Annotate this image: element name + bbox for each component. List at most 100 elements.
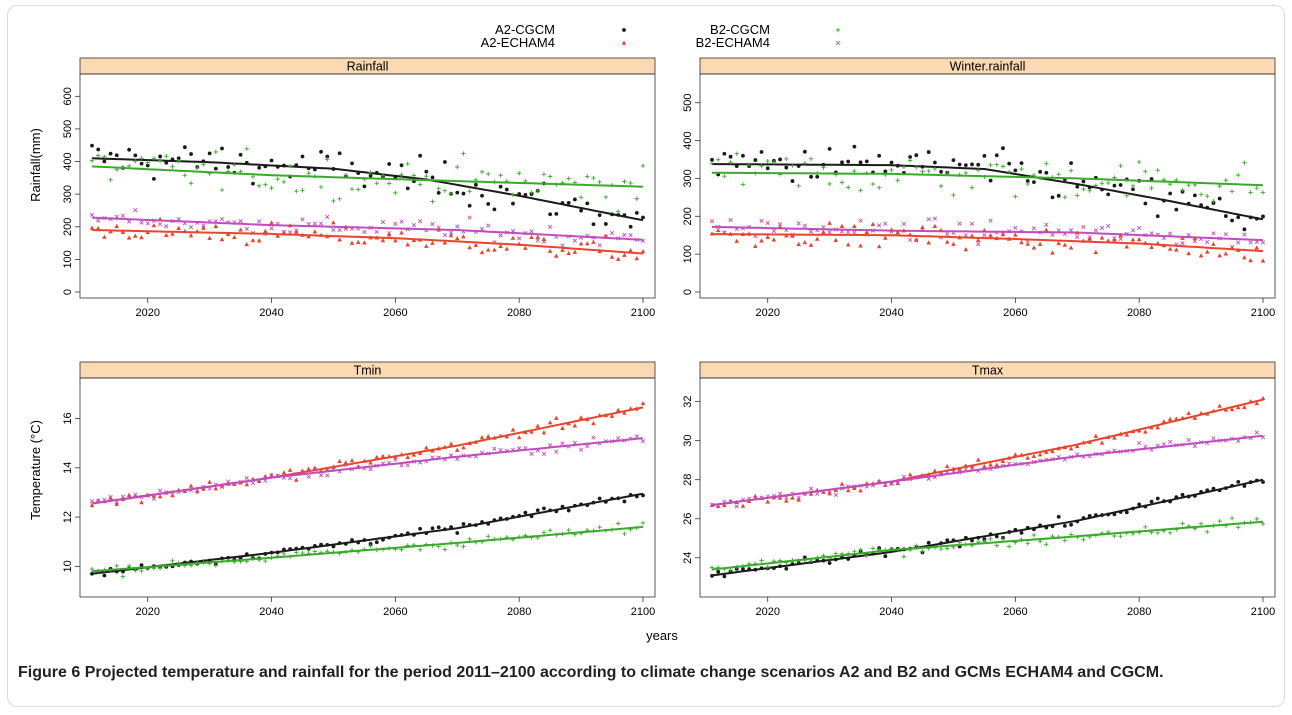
point-a2-cgcm (641, 215, 645, 220)
point-b2-echam4 (257, 219, 262, 224)
point-b2-cgcm (566, 527, 571, 533)
point-b2-cgcm (640, 163, 646, 168)
point-a2-echam4 (1037, 241, 1043, 246)
point-b2-cgcm (294, 189, 299, 194)
point-b2-cgcm (1000, 164, 1006, 169)
point-b2-cgcm (827, 181, 832, 187)
point-b2-cgcm (281, 179, 287, 185)
point-a2-cgcm (858, 160, 863, 165)
point-a2-echam4 (944, 463, 950, 469)
point-b2-echam4 (1223, 232, 1228, 237)
point-a2-cgcm (1180, 492, 1185, 497)
point-b2-echam4 (945, 231, 950, 236)
point-b2-cgcm (145, 160, 150, 165)
point-b2-cgcm (312, 549, 318, 554)
point-b2-cgcm (337, 196, 342, 201)
point-b2-echam4 (120, 213, 126, 218)
point-b2-cgcm (479, 169, 485, 175)
point-a2-echam4 (1217, 403, 1222, 408)
point-a2-echam4 (523, 245, 528, 250)
point-a2-echam4 (771, 237, 777, 242)
point-b2-echam4 (89, 212, 95, 218)
point-b2-cgcm (1143, 524, 1148, 530)
point-b2-echam4 (1260, 240, 1266, 245)
point-b2-cgcm (603, 194, 609, 200)
point-b2-echam4 (802, 223, 807, 228)
y-tick-label: 16 (62, 412, 74, 424)
point-a2-cgcm (815, 174, 820, 179)
point-a2-echam4 (312, 229, 318, 234)
point-a2-echam4 (275, 233, 281, 238)
point-a2-echam4 (808, 491, 814, 496)
point-a2-echam4 (1136, 237, 1142, 242)
point-a2-cgcm (1155, 214, 1160, 219)
point-a2-cgcm (579, 208, 583, 213)
point-b2-cgcm (213, 563, 219, 568)
point-a2-echam4 (287, 467, 293, 472)
point-a2-echam4 (337, 458, 342, 464)
point-b2-echam4 (498, 447, 503, 453)
point-b2-echam4 (1044, 222, 1049, 227)
point-a2-echam4 (1093, 249, 1099, 255)
point-a2-cgcm (716, 569, 721, 574)
point-b2-cgcm (157, 158, 163, 163)
point-a2-cgcm (535, 508, 540, 513)
point-b2-cgcm (876, 185, 882, 190)
point-a2-cgcm (722, 151, 727, 156)
point-a2-cgcm (1242, 227, 1247, 232)
point-a2-cgcm (325, 154, 330, 159)
point-a2-echam4 (1174, 247, 1179, 252)
point-b2-echam4 (883, 221, 888, 226)
point-a2-cgcm (784, 566, 789, 571)
point-a2-cgcm (802, 149, 807, 154)
point-a2-echam4 (281, 230, 287, 235)
point-b2-cgcm (709, 160, 715, 166)
point-a2-cgcm (722, 574, 727, 579)
point-a2-cgcm (102, 573, 107, 578)
point-a2-cgcm (741, 153, 745, 158)
point-a2-echam4 (485, 434, 491, 439)
point-a2-echam4 (814, 236, 820, 241)
point-b2-cgcm (796, 183, 801, 188)
point-a2-echam4 (852, 485, 857, 490)
point-b2-cgcm (1062, 538, 1068, 543)
point-a2-echam4 (560, 247, 565, 252)
point-a2-echam4 (584, 241, 590, 246)
trend-line-a2-echam4 (711, 398, 1264, 507)
point-b2-cgcm (176, 158, 181, 164)
point-b2-cgcm (263, 182, 268, 187)
point-b2-cgcm (1025, 181, 1030, 187)
point-b2-cgcm (244, 146, 249, 151)
y-tick-label: 100 (62, 250, 74, 268)
series-b2-echam4 (89, 434, 646, 505)
y-tick-label: 100 (682, 245, 694, 263)
point-b2-cgcm (467, 189, 472, 194)
point-b2-echam4 (151, 496, 157, 501)
point-b2-cgcm (1081, 537, 1086, 542)
point-a2-cgcm (852, 144, 857, 149)
point-a2-cgcm (1149, 499, 1154, 504)
point-b2-cgcm (170, 164, 175, 169)
point-a2-cgcm (1081, 179, 1086, 184)
point-a2-echam4 (1223, 251, 1229, 256)
x-tick-label: 2020 (135, 606, 159, 618)
point-b2-cgcm (833, 551, 839, 556)
point-a2-echam4 (988, 462, 993, 467)
point-a2-echam4 (213, 486, 219, 491)
point-a2-echam4 (988, 232, 993, 238)
point-a2-echam4 (759, 238, 764, 243)
point-a2-cgcm (189, 152, 193, 156)
point-b2-echam4 (1075, 234, 1080, 240)
point-b2-echam4 (325, 214, 330, 219)
x-tick-label: 2020 (135, 307, 159, 319)
panel-title: Tmax (972, 364, 1004, 378)
point-b2-echam4 (287, 230, 293, 235)
point-a2-echam4 (876, 478, 882, 483)
point-b2-echam4 (640, 439, 646, 444)
point-b2-cgcm (1205, 529, 1210, 535)
point-a2-echam4 (219, 237, 225, 242)
point-b2-cgcm (498, 173, 503, 178)
point-b2-cgcm (1254, 185, 1260, 191)
trend-line-a2-echam4 (91, 229, 644, 255)
point-a2-echam4 (1186, 410, 1192, 416)
